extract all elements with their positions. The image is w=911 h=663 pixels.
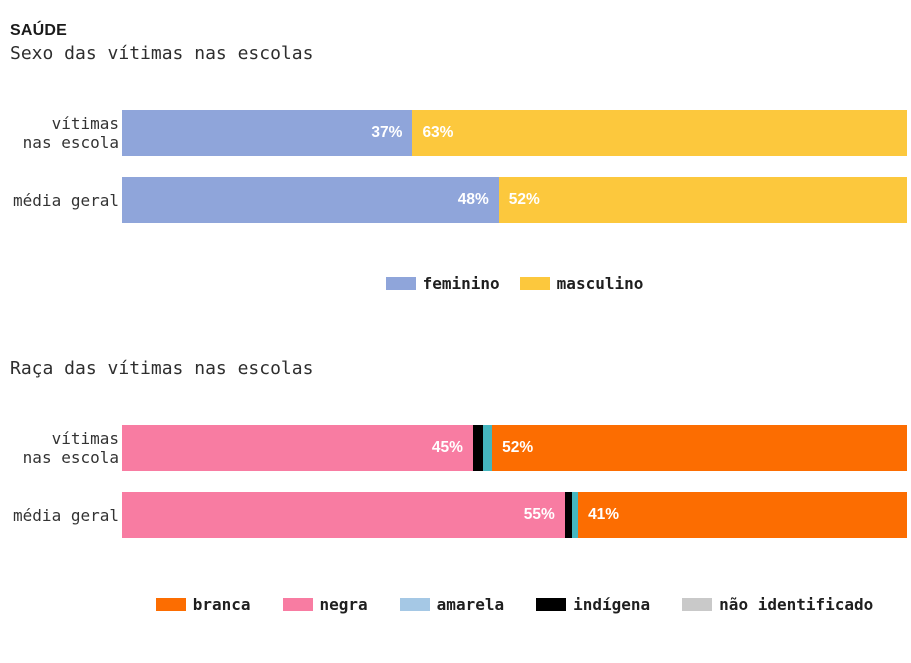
value-label: 41% (588, 506, 620, 523)
legend-label: branca (192, 595, 251, 614)
bar-segment-feminino: 48% (122, 177, 499, 223)
legend-swatch (519, 277, 550, 290)
category-label: vítimas nas escola (22, 429, 119, 467)
legend-item-não-identificado: não identificado (682, 595, 873, 614)
legend-item-branca: branca (155, 595, 251, 614)
legend-swatch (385, 277, 416, 290)
value-label: 52% (502, 439, 534, 456)
legend-item-masculino: masculino (519, 274, 644, 293)
chart-legend: branca negra amarela indígena não identifica… (122, 595, 907, 614)
bar-rows: vítimas nas escola 37% 63% média geral 48% 52% (10, 110, 907, 223)
legend-label: indígena (573, 595, 651, 614)
bar-row: média geral 48% 52% (10, 177, 907, 223)
legend-item-amarela: amarela (399, 595, 505, 614)
value-label: 37% (371, 124, 403, 141)
legend-label: feminino (422, 274, 500, 293)
stacked-bar: 45% 52% (122, 425, 907, 471)
chart-title: Raça das vítimas nas escolas (10, 358, 314, 379)
bar-row: média geral 55% 41% (10, 492, 907, 538)
category-label: média geral (13, 505, 119, 525)
value-label: 48% (457, 191, 489, 208)
bar-segment-masculino: 52% (498, 177, 907, 223)
bar-row: vítimas nas escola 45% 52% (10, 425, 907, 471)
value-label: 55% (523, 506, 555, 523)
bar-segment-amarela (483, 425, 493, 471)
chart-title: Sexo das vítimas nas escolas (10, 43, 314, 64)
stacked-bar: 37% 63% (122, 110, 907, 156)
legend-label: negra (319, 595, 368, 614)
stacked-bar: 48% 52% (122, 177, 907, 223)
bar-segment-negra: 45% (122, 425, 473, 471)
page-title: SAÚDE (10, 22, 68, 39)
bar-segment-negra: 55% (122, 492, 565, 538)
legend-item-feminino: feminino (385, 274, 500, 293)
bar-segment-branca: 52% (492, 425, 907, 471)
legend-label: amarela (436, 595, 505, 614)
bar-rows: vítimas nas escola 45% 52% média geral 55% 41% (10, 425, 907, 538)
chart-sexo: Sexo das vítimas nas escolas vítimas nas … (10, 42, 907, 293)
legend-label: não identificado (719, 595, 874, 614)
legend-swatch (682, 598, 713, 611)
bar-segment-feminino: 37% (122, 110, 413, 156)
stacked-bar: 55% 41% (122, 492, 907, 538)
bar-segment-indígena (564, 492, 572, 538)
value-label: 52% (508, 191, 540, 208)
chart-legend: feminino masculino (122, 274, 907, 293)
bar-segment-amarela (571, 492, 579, 538)
legend-item-indígena: indígena (536, 595, 650, 614)
chart-raca: Raça das vítimas nas escolas vítimas nas … (10, 357, 907, 614)
legend-swatch (536, 598, 567, 611)
legend-swatch (399, 598, 430, 611)
bar-segment-branca: 41% (578, 492, 907, 538)
legend-swatch (282, 598, 313, 611)
legend-label: masculino (556, 274, 644, 293)
legend-swatch (155, 598, 186, 611)
legend-item-negra: negra (282, 595, 368, 614)
bar-segment-masculino: 63% (412, 110, 907, 156)
bar-segment-indígena (472, 425, 484, 471)
value-label: 63% (422, 124, 454, 141)
value-label: 45% (431, 439, 463, 456)
category-label: vítimas nas escola (22, 114, 119, 152)
bar-row: vítimas nas escola 37% 63% (10, 110, 907, 156)
category-label: média geral (13, 190, 119, 210)
